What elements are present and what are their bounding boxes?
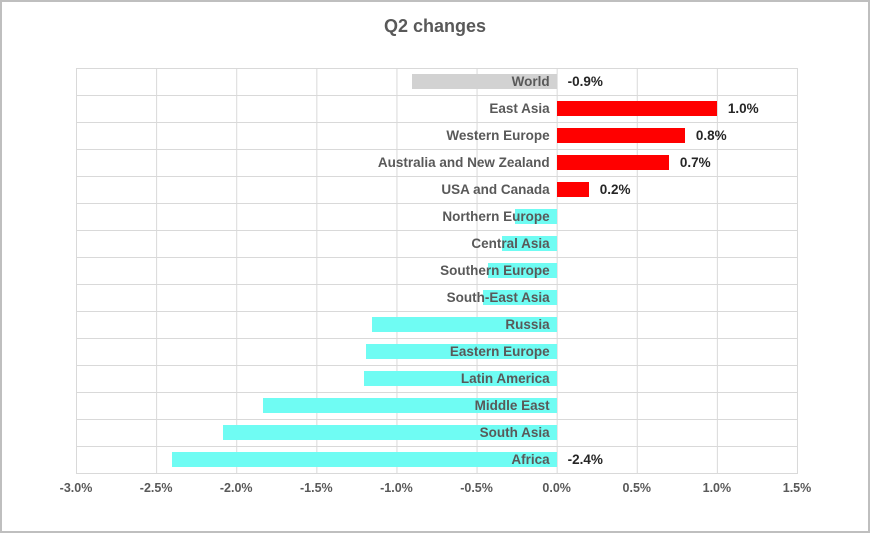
data-label: 1.0%: [727, 101, 759, 116]
x-axis-tick-label: -2.5%: [139, 481, 173, 495]
bar-row: Central Asia: [76, 230, 797, 257]
category-label: USA and Canada: [441, 182, 550, 197]
bar: [515, 209, 557, 224]
bar-row: South Asia: [76, 419, 797, 446]
category-label: Africa: [511, 452, 550, 467]
bar-row: World -0.9%: [76, 68, 797, 95]
x-axis-tick-label: 1.0%: [702, 481, 732, 495]
x-axis-tick-label: -0.5%: [460, 481, 493, 495]
x-axis-tick-label: -1.5%: [300, 481, 333, 495]
bar: [482, 290, 557, 305]
category-label: Western Europe: [446, 128, 550, 143]
bar-row: USA and Canada 0.2%: [76, 176, 797, 203]
bar-row: Latin America: [76, 365, 797, 392]
bar: [556, 182, 589, 197]
bar: [364, 371, 557, 386]
bar: [556, 128, 685, 143]
bar: [366, 344, 557, 359]
category-label: Eastern Europe: [449, 344, 550, 359]
data-label: 0.2%: [599, 182, 631, 197]
x-axis-tick-label: 0.0%: [542, 481, 571, 495]
x-axis-tick-label: -3.0%: [59, 481, 93, 495]
bar-row: Southern Europe: [76, 257, 797, 284]
data-label: 0.8%: [695, 128, 727, 143]
chart-title: Q2 changes: [383, 16, 487, 36]
bar-row: Russia: [76, 311, 797, 338]
bar: [372, 317, 557, 332]
bar-row: South-East Asia: [76, 284, 797, 311]
x-axis-tick-label: 1.5%: [782, 481, 812, 495]
plot-area: World -0.9% East Asia 1.0% Western Europe 0.8…: [76, 68, 798, 474]
bar: [502, 236, 557, 251]
category-label: World: [511, 74, 550, 89]
x-axis-tick-label: -2.0%: [219, 481, 253, 495]
bar-row: Australia and New Zealand 0.7%: [76, 149, 797, 176]
bar: [556, 155, 669, 170]
data-label: 0.7%: [679, 155, 711, 170]
bar: [223, 425, 557, 440]
category-label: Central Asia: [471, 236, 550, 251]
data-label: -2.4%: [567, 452, 603, 467]
bar-row: Western Europe 0.8%: [76, 122, 797, 149]
bar: [263, 398, 557, 413]
bar-row: Northern Europe: [76, 203, 797, 230]
category-label: Northern Europe: [442, 209, 550, 224]
category-label: Southern Europe: [440, 263, 550, 278]
bar-row: Middle East: [76, 392, 797, 419]
x-axis-tick-label: -1.0%: [380, 481, 413, 495]
category-label: East Asia: [489, 101, 550, 116]
category-label: Middle East: [474, 398, 550, 413]
category-label: South-East Asia: [446, 290, 550, 305]
bar-row: Africa -2.4%: [76, 446, 797, 473]
bar: [487, 263, 557, 278]
bar-row: Eastern Europe: [76, 338, 797, 365]
x-axis: -3.0% -2.5% -2.0% -1.5% -1.0% -0.5% 0.0% 0.5% 1.…: [0, 481, 870, 501]
category-label: Latin America: [460, 371, 550, 386]
x-axis-tick-label: 0.5%: [622, 481, 652, 495]
bar: [412, 74, 557, 89]
data-label: -0.9%: [567, 74, 603, 89]
bar-row: East Asia 1.0%: [76, 95, 797, 122]
category-label: Australia and New Zealand: [377, 155, 550, 170]
category-label: South Asia: [479, 425, 550, 440]
bar: [556, 101, 717, 116]
category-label: Russia: [505, 317, 550, 332]
bar: [172, 452, 557, 467]
